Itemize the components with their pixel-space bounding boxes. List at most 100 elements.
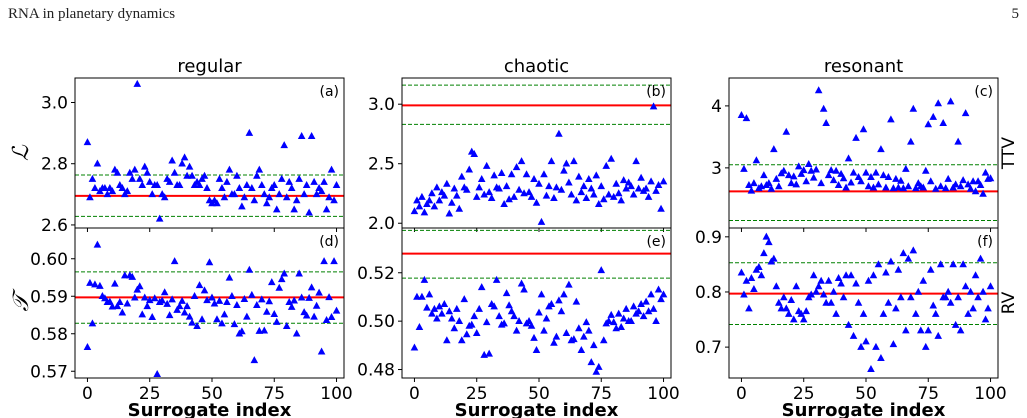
- row-label-right: RV: [999, 291, 1019, 314]
- data-point: [203, 296, 211, 304]
- data-point: [465, 165, 474, 173]
- data-point: [148, 313, 157, 321]
- data-point: [540, 326, 548, 334]
- data-point: [984, 304, 992, 312]
- data-point: [884, 298, 893, 306]
- x-axis-label: Surrogate index: [128, 400, 292, 418]
- data-point: [145, 296, 154, 304]
- data-point: [797, 169, 806, 177]
- data-point: [585, 326, 593, 334]
- data-point: [443, 336, 451, 344]
- data-point: [745, 181, 753, 189]
- panel-label: (a): [319, 84, 339, 100]
- data-point: [979, 287, 987, 295]
- data-point: [889, 340, 898, 348]
- data-point: [91, 280, 99, 288]
- data-point: [116, 298, 124, 306]
- data-point: [951, 180, 960, 188]
- data-point: [155, 214, 164, 222]
- data-point: [121, 271, 129, 279]
- y-tick-label: 2.6: [41, 216, 68, 236]
- data-point: [592, 367, 601, 375]
- data-point: [462, 330, 471, 338]
- data-point: [941, 293, 950, 301]
- data-point: [472, 329, 481, 337]
- data-point: [892, 174, 900, 182]
- data-point: [262, 307, 271, 315]
- data-point: [849, 331, 858, 339]
- data-point: [108, 187, 117, 195]
- data-point: [799, 315, 808, 323]
- data-point: [597, 266, 606, 274]
- data-point: [86, 278, 94, 286]
- data-point: [470, 312, 479, 320]
- data-point: [282, 193, 291, 201]
- x-tick-label: 25: [466, 384, 488, 404]
- data-point: [270, 180, 279, 188]
- data-point: [258, 180, 266, 188]
- data-point: [629, 190, 638, 198]
- y-tick-label: 2.8: [41, 155, 68, 175]
- data-point: [520, 285, 528, 293]
- data-point: [904, 254, 913, 262]
- data-point: [887, 115, 895, 123]
- data-point: [654, 180, 663, 188]
- data-point: [954, 137, 962, 145]
- data-point: [477, 283, 486, 291]
- data-point: [587, 358, 596, 366]
- data-point: [882, 183, 890, 191]
- y-tick-label: 3: [711, 159, 722, 179]
- data-point: [173, 305, 181, 313]
- x-tick-label: 25: [793, 384, 815, 404]
- data-point: [607, 310, 616, 318]
- data-point: [310, 312, 318, 320]
- data-point: [964, 180, 972, 188]
- data-point: [93, 240, 102, 248]
- data-point: [907, 137, 915, 145]
- data-point: [864, 276, 873, 284]
- data-point: [262, 199, 271, 207]
- data-point: [827, 298, 835, 306]
- data-point: [557, 185, 566, 193]
- data-point: [944, 287, 952, 295]
- data-point: [430, 304, 439, 312]
- data-point: [153, 180, 161, 188]
- data-point: [153, 370, 161, 378]
- data-point: [784, 309, 793, 317]
- data-point: [410, 207, 419, 215]
- axes-frame: [74, 227, 345, 379]
- data-point: [659, 177, 668, 185]
- data-point: [607, 154, 616, 162]
- data-point: [277, 275, 286, 283]
- data-point: [882, 268, 890, 276]
- data-point: [230, 190, 239, 198]
- data-point: [652, 186, 660, 194]
- data-point: [834, 273, 843, 281]
- data-point: [879, 171, 888, 179]
- data-point: [325, 193, 333, 201]
- data-point: [472, 192, 481, 200]
- data-point: [265, 193, 274, 201]
- data-point: [847, 271, 855, 279]
- data-point: [809, 173, 818, 181]
- data-point: [130, 293, 139, 301]
- data-point: [617, 196, 625, 204]
- y-tick-label: 0.7: [695, 338, 722, 358]
- data-point: [140, 162, 149, 170]
- data-point: [500, 319, 508, 327]
- data-point: [981, 315, 990, 323]
- data-point: [542, 314, 551, 322]
- data-point: [986, 174, 995, 182]
- data-point: [280, 269, 289, 277]
- x-tick-label: 25: [139, 384, 161, 404]
- data-point: [253, 301, 261, 309]
- data-point: [839, 293, 848, 301]
- data-point: [118, 184, 127, 192]
- data-point: [966, 184, 975, 192]
- data-point: [455, 316, 464, 324]
- data-point: [188, 318, 196, 326]
- data-point: [859, 125, 868, 133]
- data-point: [238, 202, 246, 210]
- data-point: [647, 290, 655, 298]
- data-point: [644, 192, 653, 200]
